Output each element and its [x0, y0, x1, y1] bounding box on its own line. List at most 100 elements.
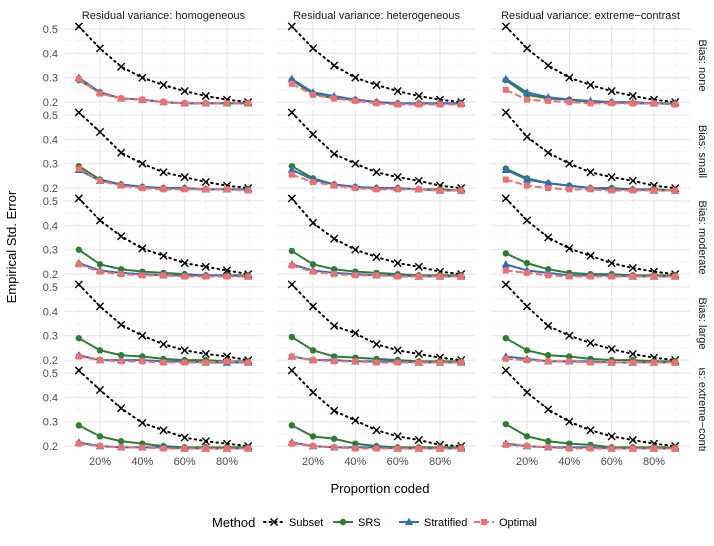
point-subset: [138, 418, 147, 428]
strip-row-1-group: Bias: none: [696, 40, 708, 92]
point-optimal: [587, 273, 594, 280]
point-subset: [586, 168, 595, 177]
point-optimal: [331, 95, 338, 102]
point-optimal: [96, 357, 103, 364]
point-optimal: [352, 97, 359, 104]
point-srs: [117, 352, 125, 359]
y-tick-label: 0.2: [43, 355, 58, 367]
point-optimal: [523, 443, 530, 450]
point-optimal: [672, 359, 679, 366]
point-optimal: [629, 187, 636, 194]
point-subset: [117, 62, 126, 71]
point-optimal: [75, 165, 82, 172]
point-optimal: [331, 271, 338, 278]
point-subset: [393, 259, 402, 268]
point-subset: [586, 80, 595, 90]
point-subset: [372, 340, 381, 349]
y-axis-title: Empirical Std. Error: [4, 190, 19, 303]
point-optimal: [160, 186, 167, 193]
point-subset: [372, 426, 381, 435]
point-subset: [351, 73, 360, 82]
point-srs: [288, 422, 296, 429]
point-subset: [330, 406, 339, 415]
point-subset: [138, 73, 147, 82]
point-optimal: [458, 445, 465, 452]
point-subset: [308, 44, 318, 53]
point-subset: [522, 44, 532, 53]
legend-item-optimal: Optimal: [474, 517, 537, 529]
point-optimal: [608, 100, 615, 107]
strip-row-3-group: Bias: moderate: [696, 201, 708, 275]
point-srs: [96, 261, 104, 268]
point-subset: [393, 346, 402, 355]
point-optimal: [224, 358, 231, 365]
legend-label-srs: SRS: [358, 517, 381, 529]
point-optimal: [352, 358, 359, 365]
point-optimal: [96, 90, 103, 97]
point-srs: [502, 250, 510, 257]
y-tick-label: 0.5: [43, 196, 58, 208]
x-tick-label: 60%: [601, 456, 623, 468]
point-subset: [522, 302, 532, 311]
point-subset: [565, 159, 574, 168]
y-tick-label: 0.5: [43, 368, 58, 380]
point-optimal: [288, 171, 295, 178]
x-tick-label: 60%: [387, 456, 409, 468]
point-subset: [414, 435, 423, 445]
point-optimal: [181, 273, 188, 280]
point-subset: [628, 435, 637, 445]
point-optimal: [160, 99, 167, 106]
point-subset: [95, 385, 105, 395]
point-optimal: [523, 269, 530, 276]
point-optimal: [202, 445, 209, 452]
point-subset: [544, 321, 553, 331]
point-subset: [607, 345, 616, 354]
point-optimal: [566, 273, 573, 280]
point-subset: [501, 108, 510, 117]
point-optimal: [394, 273, 401, 280]
point-subset: [180, 346, 189, 355]
y-tick-label: 0.4: [43, 48, 58, 60]
point-subset: [222, 266, 232, 275]
point-subset: [501, 366, 510, 375]
panel-r2-c1: [64, 108, 263, 194]
point-srs: [566, 353, 573, 360]
panel-r2-c3: [491, 108, 690, 194]
panel-r3-c3: [491, 194, 690, 280]
point-optimal: [566, 99, 573, 106]
point-optimal: [75, 353, 82, 360]
y-tick-label: 0.3: [43, 417, 58, 429]
point-optimal: [608, 187, 615, 194]
panel-r3-c1: [64, 194, 263, 280]
point-stratified: [522, 175, 532, 183]
point-optimal: [566, 445, 573, 452]
point-optimal: [502, 441, 509, 448]
point-optimal: [309, 91, 316, 98]
point-srs: [96, 347, 104, 354]
point-optimal: [160, 359, 167, 366]
y-tick-label: 0.5: [43, 282, 58, 294]
point-optimal: [224, 186, 231, 193]
point-optimal: [394, 359, 401, 366]
point-subset: [159, 340, 168, 349]
point-optimal: [245, 445, 252, 452]
point-subset: [74, 366, 83, 375]
point-subset: [159, 80, 168, 90]
point-optimal: [437, 273, 444, 280]
point-optimal: [415, 101, 422, 108]
y-tick-label: 0.3: [43, 245, 58, 257]
point-optimal: [139, 185, 146, 192]
point-subset: [330, 234, 339, 243]
point-subset: [414, 176, 423, 185]
point-subset: [330, 149, 339, 159]
point-stratified: [522, 88, 532, 96]
point-optimal: [331, 358, 338, 365]
point-stratified: [501, 165, 511, 173]
point-subset: [586, 251, 595, 260]
point-optimal: [629, 359, 636, 366]
point-optimal: [523, 96, 530, 103]
point-subset: [414, 349, 423, 359]
point-optimal: [245, 359, 252, 366]
point-subset: [95, 127, 105, 137]
point-optimal: [651, 187, 658, 194]
